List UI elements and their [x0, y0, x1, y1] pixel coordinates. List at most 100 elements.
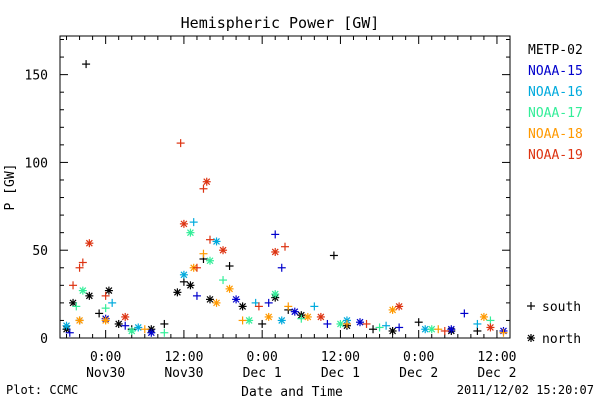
point-north	[78, 286, 87, 295]
point-north	[101, 316, 110, 325]
point-south	[281, 242, 289, 251]
x-tick-label-time: 12:00	[321, 350, 360, 365]
y-tick-label: 100	[25, 156, 48, 171]
point-north	[186, 228, 195, 237]
chart-title: Hemispheric Power [GW]	[181, 14, 380, 32]
legend-entry: NOAA-19	[528, 148, 583, 163]
point-north	[147, 328, 156, 337]
point-north	[114, 319, 123, 328]
point-north	[427, 325, 436, 334]
point-south	[395, 323, 404, 332]
x-tick-label-date: Dec 2	[399, 366, 438, 381]
point-north	[186, 281, 195, 290]
point-north	[134, 323, 143, 332]
point-north	[212, 237, 221, 246]
point-south	[179, 277, 188, 286]
point-south	[382, 321, 391, 330]
point-south	[238, 316, 247, 325]
point-north	[277, 316, 286, 325]
point-north	[85, 291, 94, 300]
point-north	[104, 286, 113, 295]
point-north	[238, 302, 247, 311]
point-south	[362, 319, 371, 328]
point-south	[284, 302, 293, 311]
marker-legend: south north	[527, 300, 581, 347]
y-tick-label: 0	[40, 332, 48, 347]
point-south	[254, 302, 263, 311]
point-south	[323, 319, 332, 328]
point-north	[75, 316, 84, 325]
legend-entry: NOAA-17	[528, 106, 583, 121]
point-north	[232, 295, 241, 304]
point-south	[176, 139, 185, 148]
point-north	[479, 312, 488, 321]
x-tick-label-date: Dec 1	[321, 366, 360, 381]
footer-timestamp: 2011/12/02 15:20:07	[457, 383, 594, 397]
point-south	[342, 319, 351, 328]
point-south	[486, 316, 495, 325]
point-south	[460, 309, 469, 318]
point-north	[356, 318, 364, 327]
point-north	[388, 326, 397, 335]
point-south	[297, 314, 306, 323]
point-north	[271, 247, 280, 256]
point-north	[219, 246, 228, 255]
marker-legend-label: north	[542, 332, 581, 347]
point-north	[290, 307, 299, 316]
point-south	[192, 263, 201, 272]
y-tick-label: 150	[25, 69, 48, 84]
x-tick-label-time: 12:00	[477, 350, 516, 365]
point-north	[388, 305, 397, 314]
point-north	[225, 284, 234, 293]
point-north	[447, 325, 456, 334]
point-south	[101, 304, 110, 313]
point-south	[189, 218, 198, 227]
point-north	[245, 316, 254, 325]
point-south	[140, 325, 149, 334]
point-south	[69, 281, 78, 290]
x-tick-label-time: 12:00	[164, 350, 203, 365]
point-north	[127, 326, 136, 335]
point-north	[179, 219, 188, 228]
point-north	[395, 302, 404, 311]
footer-plot-credit: Plot: CCMC	[6, 383, 78, 397]
point-north	[202, 177, 211, 186]
svg-text:P [GW]: P [GW]	[3, 164, 18, 211]
point-north	[486, 323, 495, 332]
x-tick-label-time: 0:00	[90, 350, 121, 365]
point-north	[316, 312, 325, 321]
point-south	[101, 291, 110, 300]
point-south	[473, 319, 482, 328]
point-south	[160, 319, 169, 328]
point-north	[336, 319, 345, 328]
x-tick-label-date: Dec 2	[477, 366, 516, 381]
y-axis-label: P [GW]	[3, 164, 18, 211]
x-tick-label-time: 0:00	[247, 350, 278, 365]
point-south	[72, 302, 81, 311]
point-south	[192, 291, 201, 300]
point-north	[173, 288, 182, 297]
point-south	[75, 263, 84, 272]
plot-frame	[59, 35, 511, 339]
point-south	[199, 249, 208, 258]
point-south	[225, 262, 234, 271]
point-south	[78, 258, 87, 267]
south-marker-icon	[527, 302, 535, 310]
point-south	[82, 60, 91, 69]
x-tick-label-time: 0:00	[403, 350, 434, 365]
point-south	[95, 309, 104, 318]
y-tick-label: 50	[32, 244, 48, 259]
legend-entry: NOAA-16	[528, 85, 583, 100]
x-tick-label-date: Nov30	[86, 366, 125, 381]
legend-entry: NOAA-18	[528, 127, 583, 142]
point-north	[206, 256, 214, 265]
point-north	[179, 270, 188, 279]
point-south	[473, 326, 482, 335]
x-tick-label-date: Nov30	[164, 366, 203, 381]
point-south	[121, 321, 130, 330]
point-south	[369, 325, 378, 334]
point-south	[499, 328, 508, 337]
y-axis: 0 50 100 150	[25, 39, 510, 347]
